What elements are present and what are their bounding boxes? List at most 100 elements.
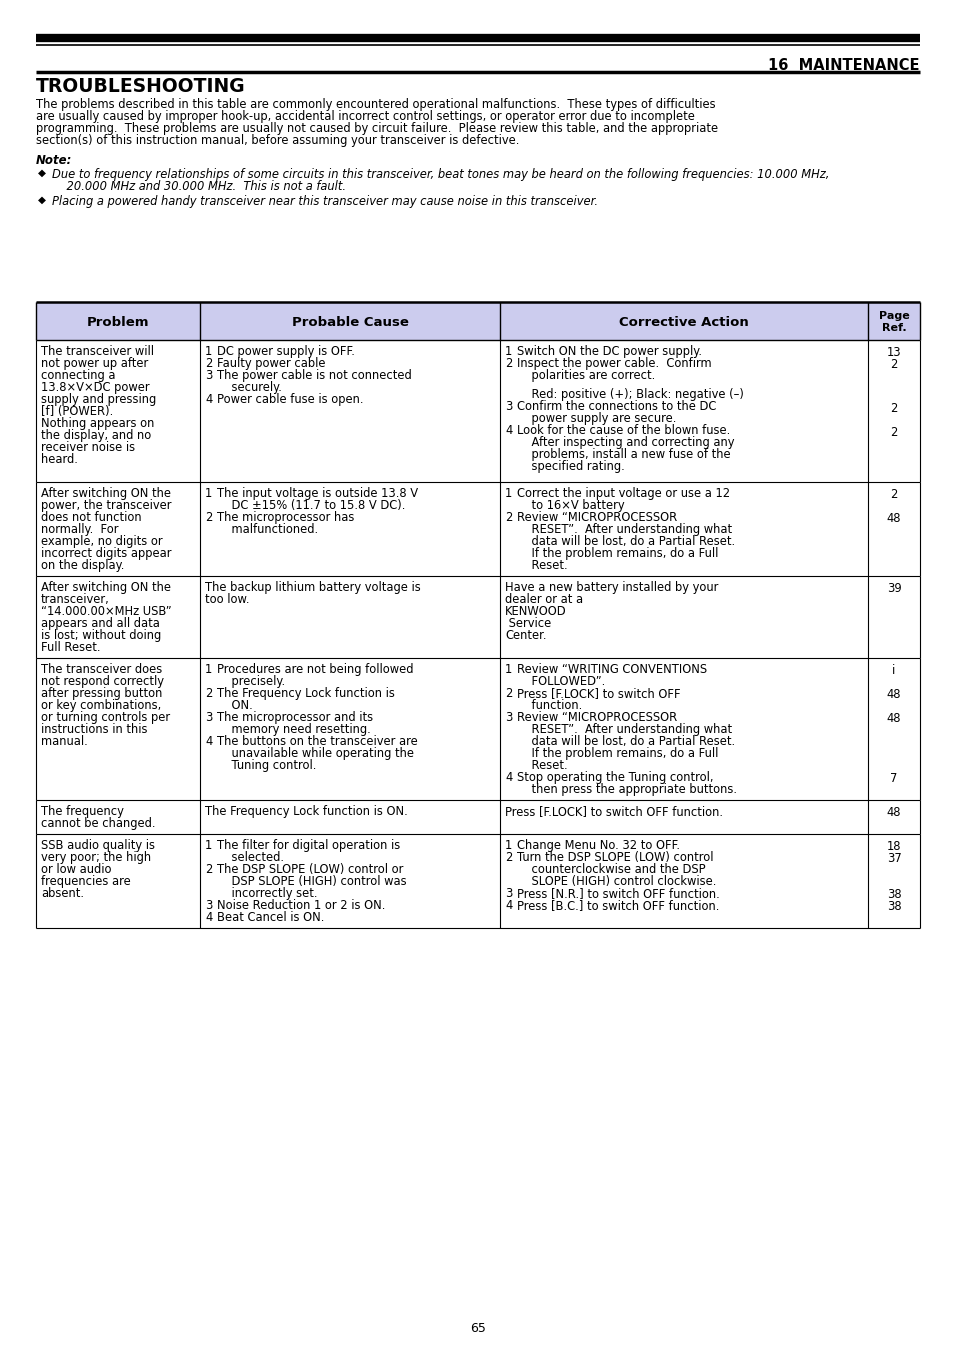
- Text: 3: 3: [504, 400, 512, 413]
- Text: 2: 2: [205, 863, 213, 875]
- Text: to 16×V battery: to 16×V battery: [517, 499, 624, 512]
- Text: counterclockwise and the DSP: counterclockwise and the DSP: [517, 863, 705, 875]
- Text: 2: 2: [504, 357, 512, 370]
- Text: 39: 39: [885, 582, 901, 596]
- Text: connecting a: connecting a: [41, 369, 115, 382]
- Text: Change Menu No. 32 to OFF.: Change Menu No. 32 to OFF.: [517, 839, 679, 852]
- Text: malfunctioned.: malfunctioned.: [216, 523, 317, 536]
- Text: unavailable while operating the: unavailable while operating the: [216, 747, 414, 761]
- Text: Problem: Problem: [87, 316, 149, 328]
- Text: Procedures are not being followed: Procedures are not being followed: [216, 663, 413, 676]
- Text: then press the appropriate buttons.: then press the appropriate buttons.: [517, 784, 737, 796]
- Bar: [36, 303, 200, 340]
- Text: 1: 1: [504, 663, 512, 676]
- Text: 3: 3: [205, 369, 213, 382]
- Text: 48: 48: [886, 689, 901, 701]
- Text: programming.  These problems are usually not caused by circuit failure.  Please : programming. These problems are usually …: [36, 122, 718, 135]
- Text: 3: 3: [205, 711, 213, 724]
- Text: too low.: too low.: [205, 593, 250, 607]
- Text: 4: 4: [504, 898, 512, 912]
- Text: very poor; the high: very poor; the high: [41, 851, 151, 865]
- Text: incorrect digits appear: incorrect digits appear: [41, 547, 172, 561]
- Text: 4: 4: [205, 735, 212, 748]
- Text: RESET”.  After understanding what: RESET”. After understanding what: [517, 723, 731, 736]
- Text: 48: 48: [886, 512, 901, 526]
- Text: KENWOOD: KENWOOD: [504, 605, 566, 617]
- Text: on the display.: on the display.: [41, 559, 124, 571]
- Text: does not function: does not function: [41, 511, 141, 524]
- Text: 2: 2: [504, 688, 512, 700]
- Text: Faulty power cable: Faulty power cable: [216, 357, 325, 370]
- Text: The frequency: The frequency: [41, 805, 124, 817]
- Text: or low audio: or low audio: [41, 863, 112, 875]
- Text: RESET”.  After understanding what: RESET”. After understanding what: [517, 523, 731, 536]
- Text: 2: 2: [205, 688, 213, 700]
- Text: incorrectly set.: incorrectly set.: [216, 888, 317, 900]
- Text: Note:: Note:: [36, 154, 72, 168]
- Text: Reset.: Reset.: [517, 759, 567, 771]
- Text: instructions in this: instructions in this: [41, 723, 148, 736]
- Text: Press [F.LOCK] to switch OFF: Press [F.LOCK] to switch OFF: [517, 688, 679, 700]
- Text: The transceiver will: The transceiver will: [41, 345, 153, 358]
- Text: 16  MAINTENANCE: 16 MAINTENANCE: [768, 58, 919, 73]
- Text: The buttons on the transceiver are: The buttons on the transceiver are: [216, 735, 417, 748]
- Text: 2: 2: [504, 851, 512, 865]
- Text: Reset.: Reset.: [517, 559, 567, 571]
- Text: Confirm the connections to the DC: Confirm the connections to the DC: [517, 400, 716, 413]
- Text: 38: 38: [885, 889, 901, 901]
- Text: manual.: manual.: [41, 735, 88, 748]
- Text: 18: 18: [886, 840, 901, 854]
- Text: 48: 48: [886, 712, 901, 725]
- Text: The transceiver does: The transceiver does: [41, 663, 162, 676]
- Text: Full Reset.: Full Reset.: [41, 640, 100, 654]
- Text: The Frequency Lock function is: The Frequency Lock function is: [216, 688, 395, 700]
- Text: 1: 1: [504, 839, 512, 852]
- Text: Inspect the power cable.  Confirm: Inspect the power cable. Confirm: [517, 357, 711, 370]
- Text: FOLLOWED”.: FOLLOWED”.: [517, 676, 604, 688]
- Text: power supply are secure.: power supply are secure.: [517, 412, 676, 426]
- Text: i: i: [891, 665, 895, 677]
- Text: cannot be changed.: cannot be changed.: [41, 817, 155, 830]
- Text: ◆: ◆: [38, 168, 46, 178]
- Text: ◆: ◆: [38, 195, 46, 205]
- Text: If the problem remains, do a Full: If the problem remains, do a Full: [517, 747, 718, 761]
- Text: example, no digits or: example, no digits or: [41, 535, 162, 549]
- Text: The input voltage is outside 13.8 V: The input voltage is outside 13.8 V: [216, 486, 417, 500]
- Text: 1: 1: [504, 486, 512, 500]
- Text: 3: 3: [504, 711, 512, 724]
- Text: the display, and no: the display, and no: [41, 430, 152, 442]
- Text: Probable Cause: Probable Cause: [292, 316, 408, 328]
- Text: 2: 2: [889, 489, 897, 501]
- Text: The problems described in this table are commonly encountered operational malfun: The problems described in this table are…: [36, 99, 715, 111]
- Text: 38: 38: [885, 901, 901, 913]
- Text: Stop operating the Tuning control,: Stop operating the Tuning control,: [517, 771, 713, 784]
- Text: Center.: Center.: [504, 630, 546, 642]
- Text: 1: 1: [504, 345, 512, 358]
- Text: precisely.: precisely.: [216, 676, 285, 688]
- Text: frequencies are: frequencies are: [41, 875, 131, 888]
- Text: 4: 4: [504, 771, 512, 784]
- Text: securely.: securely.: [216, 381, 281, 394]
- Text: “14.000.00×MHz USB”: “14.000.00×MHz USB”: [41, 605, 172, 617]
- Text: Corrective Action: Corrective Action: [618, 316, 748, 328]
- Text: absent.: absent.: [41, 888, 84, 900]
- Text: The microprocessor and its: The microprocessor and its: [216, 711, 373, 724]
- Text: selected.: selected.: [216, 851, 284, 865]
- Text: 4: 4: [205, 911, 212, 924]
- Text: SLOPE (HIGH) control clockwise.: SLOPE (HIGH) control clockwise.: [517, 875, 716, 888]
- Text: are usually caused by improper hook-up, accidental incorrect control settings, o: are usually caused by improper hook-up, …: [36, 109, 694, 123]
- Text: section(s) of this instruction manual, before assuming your transceiver is defec: section(s) of this instruction manual, b…: [36, 134, 518, 147]
- Text: 1: 1: [205, 663, 212, 676]
- Text: The filter for digital operation is: The filter for digital operation is: [216, 839, 400, 852]
- Text: after pressing button: after pressing button: [41, 688, 162, 700]
- Text: The DSP SLOPE (LOW) control or: The DSP SLOPE (LOW) control or: [216, 863, 403, 875]
- Text: 4: 4: [205, 393, 212, 407]
- Text: 65: 65: [470, 1323, 485, 1335]
- Text: function.: function.: [517, 698, 581, 712]
- Text: Turn the DSP SLOPE (LOW) control: Turn the DSP SLOPE (LOW) control: [517, 851, 713, 865]
- Text: Page
Ref.: Page Ref.: [878, 311, 908, 334]
- Text: The microprocessor has: The microprocessor has: [216, 511, 354, 524]
- Text: memory need resetting.: memory need resetting.: [216, 723, 371, 736]
- Bar: [499, 303, 867, 340]
- Text: After inspecting and correcting any: After inspecting and correcting any: [517, 436, 734, 449]
